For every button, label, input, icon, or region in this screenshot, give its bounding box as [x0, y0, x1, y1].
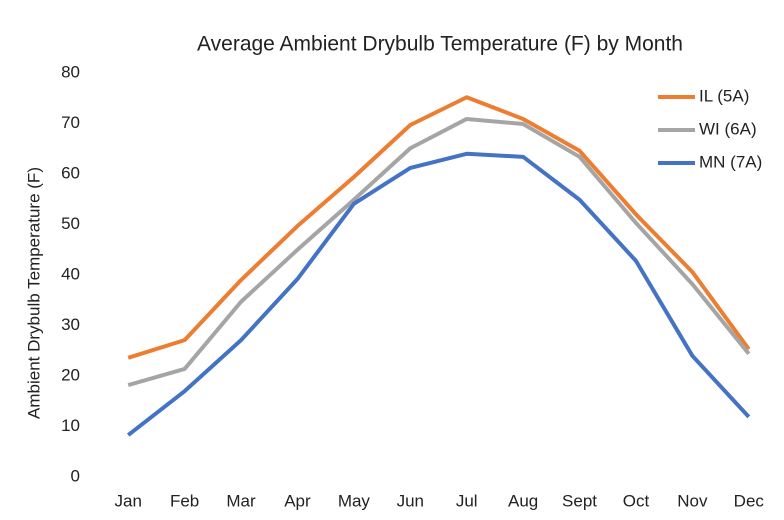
y-tick-label: 80 — [61, 62, 80, 81]
x-tick-label: Nov — [677, 491, 708, 510]
series-line — [126, 151, 751, 437]
y-tick-label: 60 — [61, 163, 80, 182]
x-tick-label: Apr — [284, 491, 311, 510]
chart-title: Average Ambient Drybulb Temperature (F) … — [197, 33, 683, 56]
x-tick-label: Dec — [734, 491, 765, 510]
x-tick-label: May — [338, 491, 371, 510]
y-tick-label: 70 — [61, 113, 80, 132]
x-tick-label: Jun — [397, 491, 424, 510]
y-tick-label: 50 — [61, 214, 80, 233]
y-tick-label: 10 — [61, 416, 80, 435]
series-line — [127, 95, 751, 360]
y-tick-label: 30 — [61, 315, 80, 334]
x-tick-label: Jul — [456, 491, 478, 510]
x-tick-label: Oct — [623, 491, 650, 510]
y-tick-label: 40 — [61, 264, 80, 283]
y-tick-label: 20 — [61, 365, 80, 384]
y-tick-label: 0 — [71, 466, 80, 485]
y-axis-label: Ambient Drybulb Temperature (F) — [24, 167, 43, 419]
legend-label: MN (7A) — [699, 152, 762, 171]
x-tick-label: Mar — [226, 491, 256, 510]
legend-label: IL (5A) — [699, 86, 749, 105]
x-tick-label: Sept — [562, 491, 597, 510]
x-tick-label: Jan — [114, 491, 141, 510]
x-tick-label: Feb — [170, 491, 199, 510]
x-tick-label: Aug — [508, 491, 538, 510]
series-line — [127, 116, 751, 388]
legend-label: WI (6A) — [699, 119, 757, 138]
